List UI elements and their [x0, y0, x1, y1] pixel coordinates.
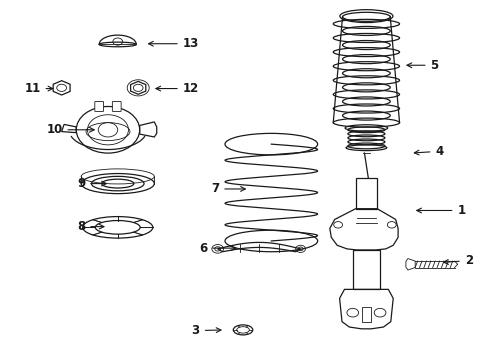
Text: 1: 1 — [416, 204, 465, 217]
Text: 2: 2 — [443, 254, 472, 267]
FancyBboxPatch shape — [355, 178, 376, 209]
Text: 6: 6 — [199, 242, 235, 255]
Text: 13: 13 — [148, 37, 199, 50]
Text: 9: 9 — [77, 177, 106, 190]
FancyBboxPatch shape — [95, 102, 103, 112]
Text: 3: 3 — [191, 324, 221, 337]
Text: 5: 5 — [406, 59, 438, 72]
Text: 12: 12 — [156, 82, 199, 95]
FancyBboxPatch shape — [112, 102, 121, 112]
Text: 10: 10 — [46, 123, 94, 136]
Text: 4: 4 — [413, 145, 443, 158]
Text: 7: 7 — [211, 183, 245, 195]
Text: 11: 11 — [24, 82, 53, 95]
Text: 8: 8 — [77, 220, 104, 233]
FancyBboxPatch shape — [352, 250, 379, 289]
FancyBboxPatch shape — [361, 307, 370, 321]
